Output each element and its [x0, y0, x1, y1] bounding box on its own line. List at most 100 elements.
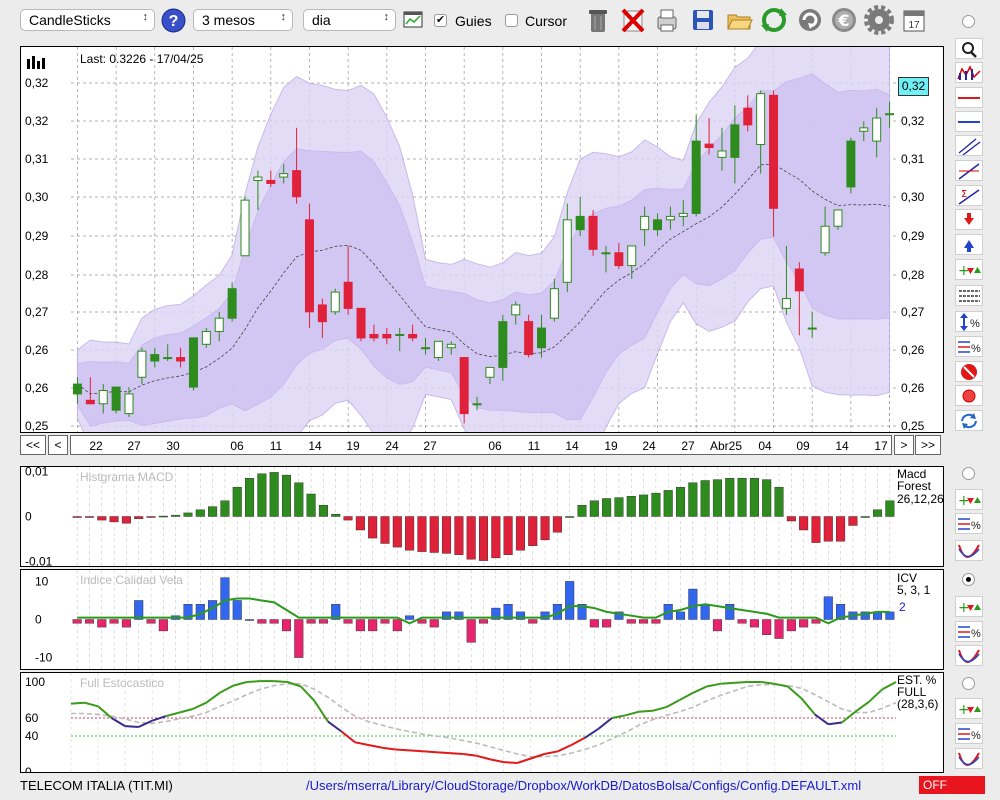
- y-tick-label-right: 0,29: [901, 229, 925, 243]
- percent-lines-button[interactable]: %: [955, 513, 983, 534]
- horizontal-line-blue-button[interactable]: [955, 111, 983, 132]
- percent-lines-icon: %: [958, 518, 981, 532]
- scroll-next-button[interactable]: >: [894, 435, 914, 455]
- y-tick-label: 0,28: [25, 268, 49, 282]
- percent-range-button[interactable]: %: [955, 311, 983, 332]
- add-signal-button[interactable]: +: [955, 596, 983, 617]
- trendline-button[interactable]: [955, 160, 983, 181]
- macd-bar: [245, 478, 255, 517]
- icv-bar: [380, 619, 390, 624]
- stochastic-fast-segment: [70, 701, 85, 705]
- stop-button[interactable]: [955, 361, 983, 382]
- add-signal-button[interactable]: +: [955, 259, 983, 280]
- stochastic-curve-button[interactable]: [955, 748, 983, 769]
- icv-radio[interactable]: [962, 573, 975, 586]
- icv-bar: [491, 607, 501, 620]
- icv-bar: [220, 577, 230, 620]
- scroll-prev-button[interactable]: <: [48, 435, 68, 455]
- refresh-icon[interactable]: [759, 5, 789, 35]
- candle-body: [420, 347, 430, 350]
- sell-arrow-button[interactable]: [955, 209, 983, 230]
- help-icon[interactable]: ?: [161, 8, 186, 33]
- sync-button[interactable]: [955, 410, 983, 431]
- macd-bar: [417, 516, 427, 552]
- delete-icon[interactable]: [618, 5, 648, 35]
- y-tick-label: 0,26: [25, 343, 49, 357]
- add-signal-button[interactable]: +: [955, 698, 983, 719]
- open-folder-icon[interactable]: [724, 5, 754, 35]
- zoom-icon: [962, 42, 977, 58]
- record-button[interactable]: [955, 385, 983, 406]
- zoom-button[interactable]: [955, 38, 983, 59]
- stochastic-curve-button[interactable]: [955, 645, 983, 666]
- y-tick-label: 0: [25, 510, 32, 524]
- stochastic-fast-segment: [111, 717, 126, 727]
- candle-body: [330, 291, 340, 313]
- save-icon[interactable]: [688, 5, 718, 35]
- y-tick-label-right: 0,26: [901, 381, 925, 395]
- guides-checkbox[interactable]: ✔: [434, 14, 447, 27]
- interval-value: dia: [312, 12, 331, 28]
- x-tick-label: 14: [565, 439, 579, 453]
- main-radio[interactable]: [962, 15, 975, 28]
- trash-icon[interactable]: [583, 5, 613, 35]
- percent-lines-button[interactable]: %: [955, 336, 983, 357]
- stochastic-fast-segment: [828, 721, 843, 726]
- period-select[interactable]: 3 mesos ↕: [193, 9, 293, 31]
- settings-icon[interactable]: [864, 5, 894, 35]
- svg-text:%: %: [971, 343, 981, 355]
- macd-radio[interactable]: [962, 467, 975, 480]
- icv-bar: [589, 619, 599, 628]
- candle-body: [820, 225, 830, 254]
- print-icon[interactable]: [652, 5, 682, 35]
- icv-bar: [368, 619, 378, 632]
- stochastic-fast-segment: [205, 691, 221, 704]
- add-signal-button[interactable]: +: [955, 489, 983, 510]
- percent-range-icon: %: [960, 313, 980, 331]
- macd-bar: [749, 478, 759, 517]
- sum-trendline-button[interactable]: Σ: [955, 185, 983, 206]
- stop-icon: [961, 364, 977, 380]
- config-path-link[interactable]: /Users/mserra/Library/CloudStorage/Dropb…: [306, 778, 862, 793]
- stochastic-radio[interactable]: [962, 677, 975, 690]
- icv-bar: [466, 619, 476, 643]
- grid-lines-button[interactable]: [955, 285, 983, 306]
- svg-text:%: %: [970, 318, 980, 330]
- macd-bar: [774, 487, 784, 517]
- stochastic-fast-segment: [557, 744, 572, 753]
- candle-body: [472, 403, 482, 406]
- percent-lines-icon: %: [958, 626, 981, 640]
- chart-type-select[interactable]: CandleSticks ↕: [20, 9, 155, 31]
- reload-icon[interactable]: [795, 5, 825, 35]
- interval-select[interactable]: dia ↕: [303, 9, 396, 31]
- stochastic-curve-button[interactable]: [955, 540, 983, 561]
- horizontal-line-button[interactable]: [955, 87, 983, 108]
- calendar-icon[interactable]: 17: [899, 5, 929, 35]
- percent-lines-button[interactable]: %: [955, 621, 983, 642]
- cursor-checkbox[interactable]: [505, 14, 518, 27]
- mode-label: OFF: [923, 778, 947, 792]
- indicators-button[interactable]: [955, 62, 983, 83]
- icv-bar: [602, 619, 612, 628]
- y-tick-label: 0,27: [25, 305, 49, 319]
- macd-bar: [651, 492, 661, 517]
- buy-arrow-button[interactable]: [955, 234, 983, 255]
- radio-dot: [966, 577, 971, 582]
- y-tick-label: 0,29: [25, 229, 49, 243]
- macd-bar: [343, 516, 353, 521]
- scroll-last-button[interactable]: >>: [915, 435, 941, 455]
- y-tick-label: 0,30: [25, 190, 49, 204]
- icv-bar: [257, 619, 267, 624]
- icv-bar: [294, 619, 304, 658]
- current-value: 0,32: [901, 79, 926, 93]
- candle-body: [163, 357, 173, 360]
- icv-bar: [786, 619, 796, 632]
- currency-icon[interactable]: €: [829, 5, 859, 35]
- stochastic-fast-segment: [219, 684, 234, 694]
- scroll-first-button[interactable]: <<: [20, 435, 46, 455]
- chart-window-icon[interactable]: [403, 10, 423, 30]
- mode-indicator[interactable]: OFF: [919, 776, 985, 794]
- stochastic-fast-segment: [354, 741, 369, 746]
- percent-lines-button[interactable]: %: [955, 723, 983, 744]
- channel-button[interactable]: [955, 135, 983, 156]
